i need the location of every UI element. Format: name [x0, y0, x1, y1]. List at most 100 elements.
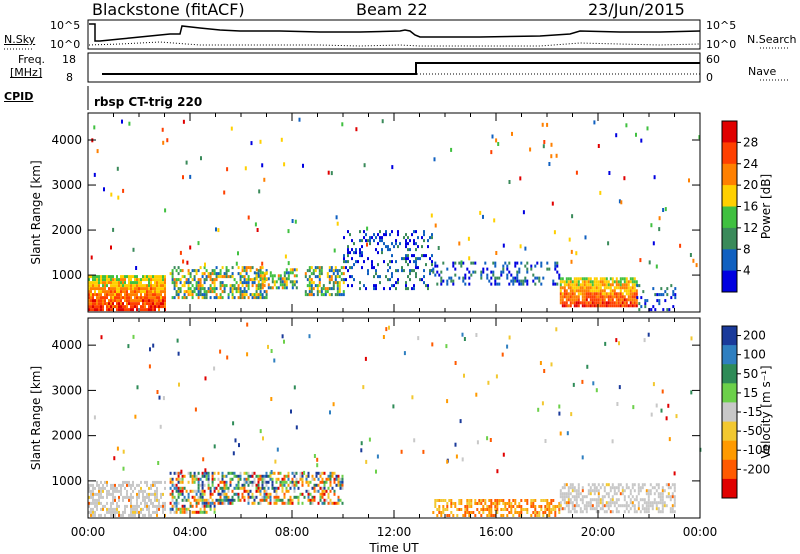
heatmap-cell — [342, 281, 345, 285]
heatmap-cell — [154, 290, 156, 294]
heatmap-cell — [536, 261, 539, 265]
heatmap-cell — [136, 275, 138, 279]
heatmap-cell — [615, 301, 618, 305]
heatmap-cell — [154, 293, 156, 297]
heatmap-cell — [423, 275, 425, 279]
heatmap-cell — [595, 501, 598, 505]
heatmap-cell — [550, 511, 553, 514]
heatmap-cell — [538, 279, 541, 283]
heatmap-cell — [146, 492, 148, 496]
heatmap-cell — [104, 296, 106, 300]
heatmap-cell — [563, 280, 566, 284]
heatmap-cell — [629, 292, 632, 296]
heatmap-cell — [201, 510, 204, 514]
heatmap-cell — [438, 499, 441, 502]
heatmap-cell — [88, 504, 90, 508]
heatmap-cell — [591, 283, 594, 287]
heatmap-cell — [98, 284, 100, 288]
heatmap-cell — [213, 284, 216, 288]
heatmap-cell — [257, 269, 260, 273]
heatmap-cell — [633, 286, 636, 290]
heatmap-cell — [595, 298, 598, 302]
heatmap-cell — [209, 489, 212, 493]
heatmap-cell — [263, 296, 266, 300]
heatmap-cell — [94, 290, 96, 294]
heatmap-cell — [309, 501, 312, 505]
heatmap-cell — [540, 508, 543, 511]
colorbar-swatch — [722, 206, 737, 229]
heatmap-cell — [571, 295, 574, 299]
heatmap-cell — [419, 257, 421, 261]
heatmap-cell — [573, 498, 576, 502]
heatmap-cell — [415, 272, 417, 276]
heatmap-cell — [128, 281, 130, 285]
heatmap-cell — [261, 261, 264, 266]
heatmap-cell — [554, 514, 557, 517]
heatmap-cell — [657, 483, 660, 487]
heatmap-cell — [287, 489, 290, 493]
heatmap-cell — [177, 296, 180, 300]
heatmap-cell — [201, 492, 204, 496]
heatmap-cell — [381, 239, 383, 243]
heatmap-cell — [575, 492, 578, 496]
heatmap-cell — [488, 505, 491, 508]
heatmap-cell — [275, 477, 278, 481]
heatmap-cell — [607, 495, 610, 499]
heatmap-cell — [287, 229, 290, 234]
heatmap-cell — [270, 397, 273, 401]
heatmap-cell — [158, 293, 160, 297]
heatmap-cell — [637, 483, 640, 487]
heatmap-cell — [415, 260, 417, 264]
heatmap-cell — [235, 281, 238, 285]
colorbar-swatch — [722, 459, 737, 480]
heatmap-cell — [181, 269, 184, 273]
heatmap-cell — [177, 293, 180, 297]
heatmap-cell — [643, 338, 646, 343]
heatmap-cell — [209, 287, 212, 291]
heatmap-cell — [100, 507, 102, 511]
heatmap-cell — [581, 298, 584, 302]
heatmap-cell — [154, 495, 156, 499]
heatmap-cell — [563, 501, 566, 505]
heatmap-cell — [178, 382, 180, 387]
heatmap-cell — [688, 178, 690, 183]
heatmap-cell — [96, 293, 98, 297]
heatmap-cell — [294, 219, 297, 224]
heatmap-cell — [209, 275, 212, 279]
heatmap-cell — [243, 287, 246, 291]
heatmap-cell — [572, 382, 575, 387]
heatmap-cell — [142, 275, 144, 279]
heatmap-cell — [668, 308, 671, 312]
heatmap-cell — [494, 514, 497, 517]
heatmap-cell — [110, 296, 112, 300]
heatmap-cell — [171, 269, 174, 273]
heatmap-cell — [94, 513, 96, 517]
heatmap-cell — [605, 292, 608, 296]
heatmap-cell — [253, 281, 256, 285]
heatmap-cell — [92, 495, 94, 499]
heatmap-cell — [597, 292, 600, 296]
heatmap-cell — [241, 266, 244, 270]
heatmap-cell — [655, 504, 658, 508]
heatmap-cell — [673, 504, 676, 508]
heatmap-cell — [128, 275, 130, 279]
heatmap-cell — [565, 292, 568, 296]
heatmap-cell — [96, 498, 98, 502]
heatmap-cell — [577, 280, 580, 284]
heatmap-cell — [189, 287, 192, 291]
heatmap-cell — [474, 261, 477, 265]
heatmap-cell — [577, 304, 580, 308]
heatmap-cell — [183, 507, 186, 511]
heatmap-cell — [293, 495, 296, 499]
heatmap-cell — [316, 284, 319, 288]
heatmap-cell — [191, 293, 194, 297]
heatmap-cell — [593, 486, 596, 490]
heatmap-cell — [130, 293, 132, 297]
heatmap-cell — [231, 495, 234, 499]
heatmap-cell — [583, 298, 586, 302]
heatmap-cell — [516, 505, 519, 508]
heatmap-cell — [221, 281, 224, 285]
heatmap-cell — [217, 483, 220, 487]
heatmap-cell — [313, 495, 316, 499]
heatmap-cell — [243, 495, 246, 499]
